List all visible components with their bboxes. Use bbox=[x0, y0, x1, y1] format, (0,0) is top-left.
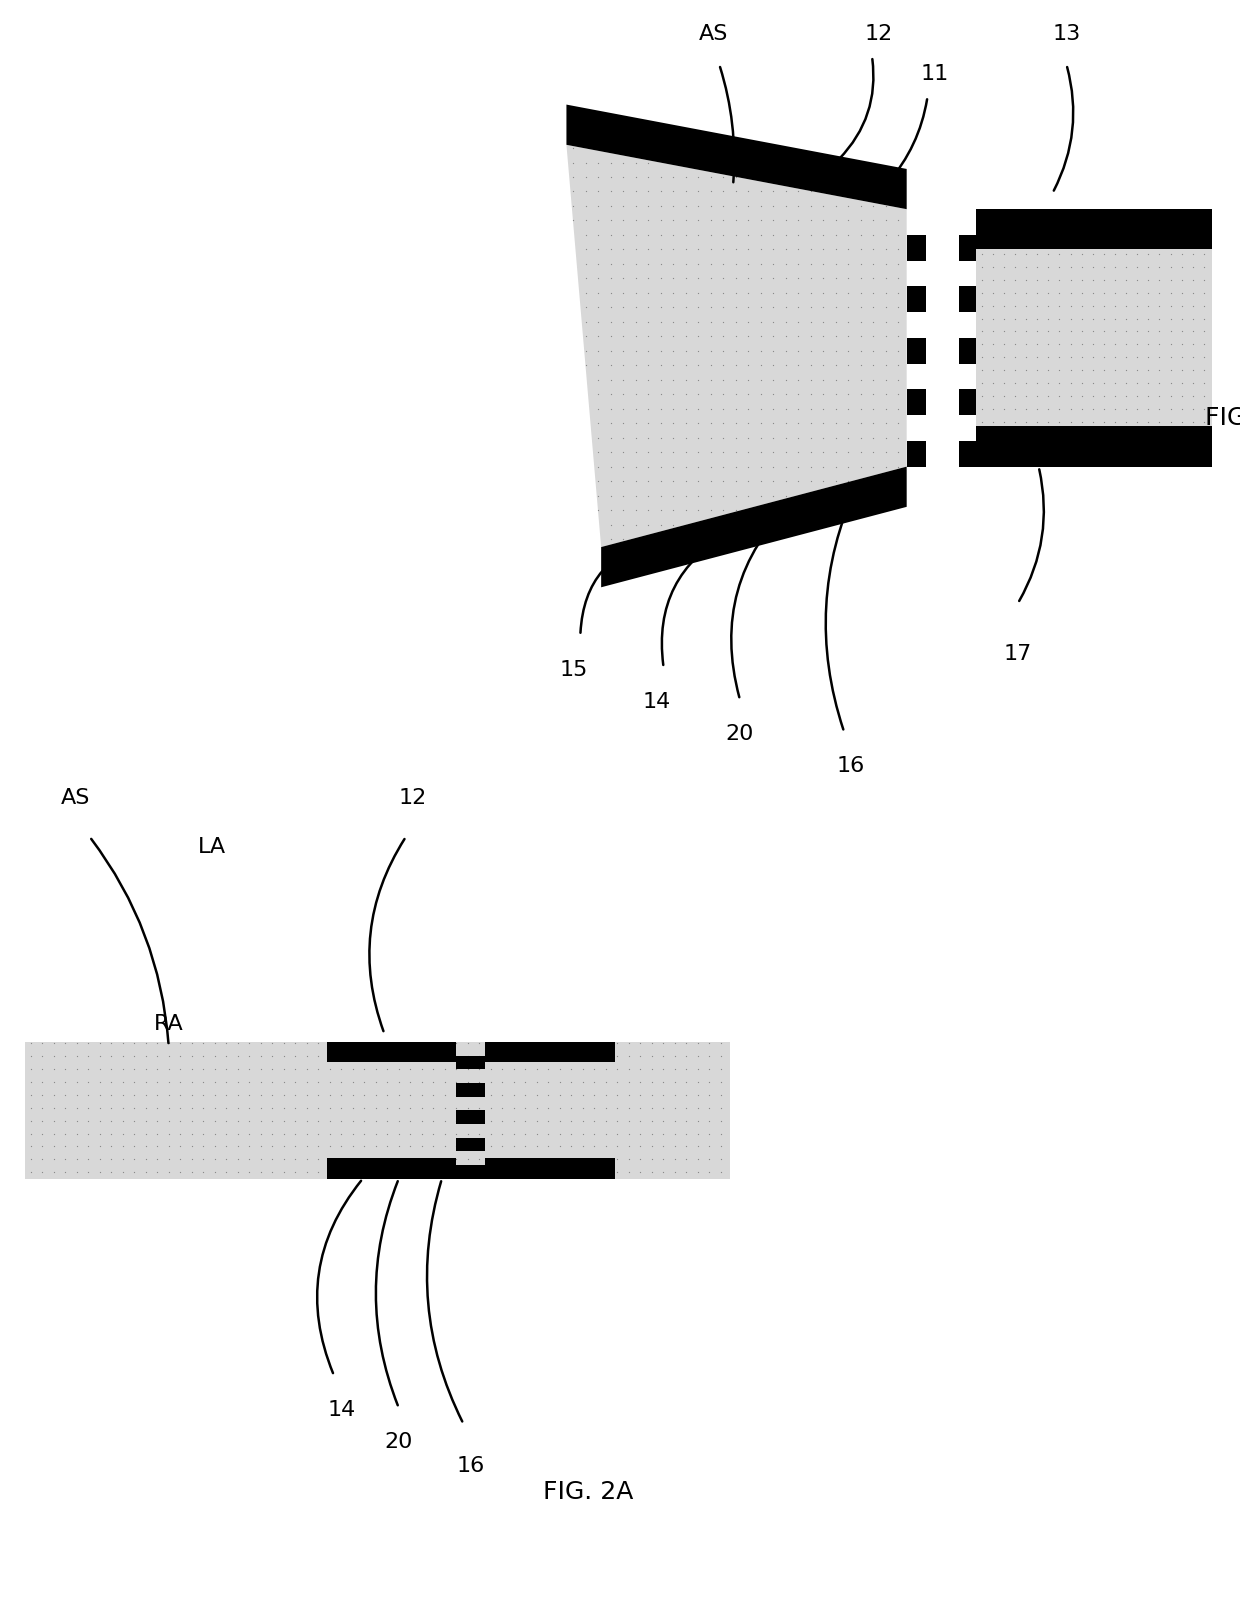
Bar bbox=[469, 1056, 485, 1068]
Bar bbox=[456, 1165, 472, 1178]
Text: RA: RA bbox=[154, 1014, 184, 1033]
Text: 12: 12 bbox=[399, 788, 427, 808]
Text: 15: 15 bbox=[559, 660, 588, 679]
Text: 11: 11 bbox=[920, 64, 949, 84]
Text: FIG. 2A: FIG. 2A bbox=[543, 1480, 632, 1504]
Bar bbox=[327, 1158, 456, 1178]
Bar bbox=[959, 389, 976, 415]
Text: AS: AS bbox=[698, 24, 728, 43]
Bar bbox=[959, 286, 976, 312]
Text: 14: 14 bbox=[327, 1400, 356, 1419]
Bar bbox=[906, 389, 926, 415]
Text: LA: LA bbox=[197, 837, 226, 856]
Bar bbox=[469, 1165, 485, 1178]
Text: 20: 20 bbox=[725, 724, 754, 743]
Text: AS: AS bbox=[61, 788, 91, 808]
Bar bbox=[906, 235, 926, 261]
Bar bbox=[456, 1083, 472, 1097]
Text: 16: 16 bbox=[837, 756, 866, 776]
Bar bbox=[485, 1043, 615, 1062]
Bar bbox=[976, 209, 1213, 467]
Polygon shape bbox=[567, 145, 906, 547]
Bar bbox=[976, 426, 1213, 467]
Polygon shape bbox=[567, 105, 906, 209]
Text: 14: 14 bbox=[642, 692, 671, 711]
Bar bbox=[456, 1056, 472, 1068]
Bar bbox=[456, 1138, 472, 1152]
Polygon shape bbox=[601, 467, 906, 587]
Bar bbox=[906, 441, 926, 467]
Text: 16: 16 bbox=[456, 1456, 485, 1475]
Bar bbox=[959, 441, 976, 467]
Bar bbox=[485, 1158, 615, 1178]
Bar bbox=[469, 1138, 485, 1152]
Bar bbox=[25, 1043, 729, 1178]
Text: 20: 20 bbox=[384, 1432, 413, 1451]
Text: FIG. 2B: FIG. 2B bbox=[1205, 407, 1240, 430]
Bar bbox=[327, 1043, 456, 1062]
Bar bbox=[906, 286, 926, 312]
Bar bbox=[959, 235, 976, 261]
Bar bbox=[469, 1110, 485, 1123]
Text: 12: 12 bbox=[866, 24, 893, 43]
Text: 17: 17 bbox=[1003, 644, 1032, 663]
Bar bbox=[959, 338, 976, 364]
Bar bbox=[456, 1110, 472, 1123]
Bar bbox=[469, 1083, 485, 1097]
Bar bbox=[976, 209, 1213, 249]
Text: 13: 13 bbox=[1053, 24, 1081, 43]
Bar bbox=[906, 338, 926, 364]
